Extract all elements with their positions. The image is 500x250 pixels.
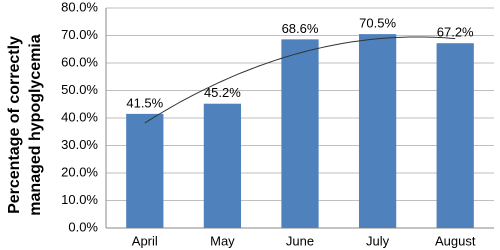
bar — [203, 103, 242, 228]
y-tick-label: 10.0% — [61, 192, 98, 207]
bar — [436, 43, 474, 229]
x-tick-label: May — [210, 233, 235, 248]
y-axis-label: Percentage of correctly — [6, 36, 23, 214]
trendline — [144, 36, 456, 124]
y-tick-label: 0.0% — [68, 219, 98, 234]
y-tick-label: 20.0% — [61, 164, 98, 179]
y-tick-label: 70.0% — [61, 27, 98, 42]
y-axis-label: managed hypoglycemia — [27, 34, 44, 215]
x-tick-label: April — [132, 233, 158, 248]
x-tick-label: June — [286, 233, 314, 248]
data-label: 45.2% — [204, 85, 241, 100]
x-tick-label: August — [435, 233, 476, 248]
data-label: 41.5% — [126, 95, 163, 110]
y-tick-label: 60.0% — [61, 54, 98, 69]
y-tick-label: 50.0% — [61, 82, 98, 97]
bar — [126, 113, 164, 228]
y-tick-label: 80.0% — [61, 0, 98, 14]
data-label: 68.6% — [282, 21, 319, 36]
data-label: 67.2% — [437, 25, 474, 40]
data-label: 70.5% — [359, 16, 396, 31]
bar — [358, 34, 397, 228]
y-tick-label: 40.0% — [61, 109, 98, 124]
x-tick-label: July — [366, 233, 390, 248]
y-tick-label: 30.0% — [61, 137, 98, 152]
bar — [281, 39, 319, 228]
